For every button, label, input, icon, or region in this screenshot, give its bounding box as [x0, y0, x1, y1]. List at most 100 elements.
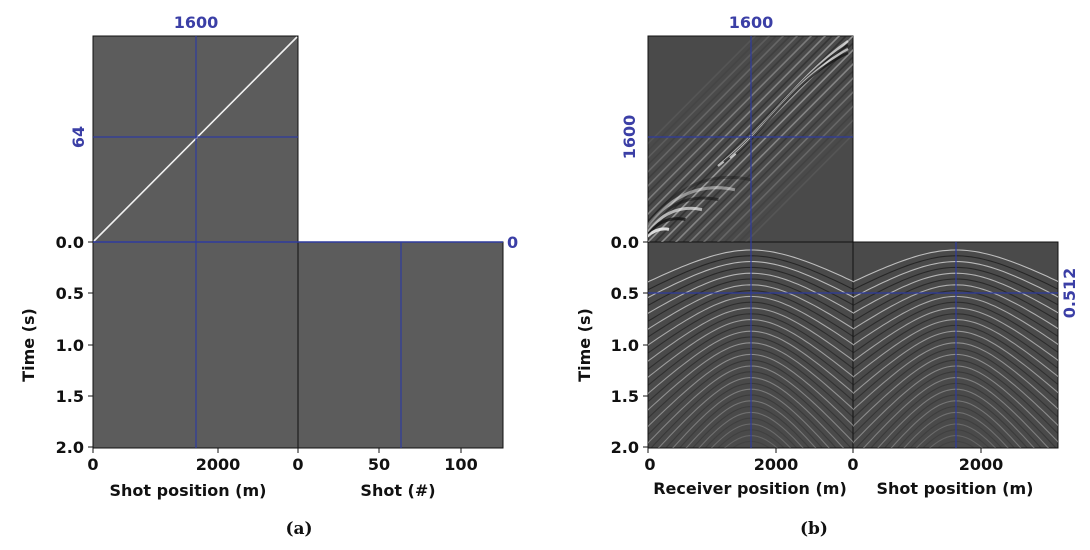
- reflection-event: [853, 255, 1058, 291]
- reflection-event: [853, 261, 1058, 299]
- reflection-event: [648, 353, 853, 428]
- reflection-event: [657, 377, 845, 448]
- panel-a-xtick-label: 100: [444, 455, 477, 474]
- reflection-event: [648, 359, 853, 436]
- panel-b-xtick-label: 2000: [959, 455, 1004, 474]
- panel-a-right-crosshair-label: 0: [507, 233, 518, 252]
- reflection-event: [648, 365, 853, 444]
- reflection-event: [648, 336, 853, 403]
- panel-b-right-crosshair-label: 0.512: [1060, 268, 1079, 319]
- reflection-event: [853, 324, 1058, 387]
- wavefield-stripe: [648, 36, 834, 222]
- wavefield-stripe: [716, 105, 853, 242]
- reflection-event: [648, 295, 853, 346]
- reflection-event: [853, 295, 1058, 346]
- wavefield-stripe: [688, 77, 853, 242]
- reflection-event: [648, 342, 853, 411]
- reflection-event: [710, 423, 792, 448]
- reflection-event: [853, 353, 1058, 428]
- wavefield-stripe: [702, 91, 853, 242]
- reflection-event: [698, 411, 804, 448]
- wavefield-stripe: [744, 133, 853, 242]
- panel-b-top-crosshair-label: 1600: [729, 13, 774, 32]
- panel-a-ytick-label: 2.0: [56, 438, 84, 457]
- panel-b-xtick-label: 0: [644, 455, 655, 474]
- reflection-event: [704, 417, 798, 448]
- reflection-event: [928, 435, 984, 448]
- wavefield-stripe: [648, 36, 827, 215]
- wavefield-stripe: [648, 36, 778, 166]
- wavefield-stripe: [648, 36, 820, 208]
- reflection-event: [648, 290, 853, 338]
- wavefield-stripe: [648, 36, 792, 180]
- wavefield-stripe: [660, 48, 853, 242]
- panel-a-ytick-label: 0.5: [56, 284, 84, 303]
- reflection-event: [691, 406, 811, 448]
- wavefield-arc: [648, 206, 703, 233]
- reflection-event: [648, 255, 853, 291]
- panel-b-xtick-label: 2000: [754, 455, 799, 474]
- reflection-event: [853, 319, 1058, 378]
- reflection-event: [648, 266, 853, 307]
- panel-a: 1600 64 0 0.0 0.5 1.0 1.5 2.0 Time (s) 0…: [19, 13, 518, 539]
- reflection-event: [648, 301, 853, 354]
- reflection-event: [853, 278, 1058, 322]
- reflection-event: [648, 307, 853, 362]
- panel-a-xtick-label: 0: [87, 455, 98, 474]
- panel-b-ytick-label: 2.0: [611, 438, 639, 457]
- reflection-event: [648, 348, 853, 419]
- reflection-event: [853, 249, 1058, 283]
- panel-b-y-axis: 0.0 0.5 1.0 1.5 2.0 Time (s): [575, 233, 648, 457]
- panel-a-ytick-label: 0.0: [56, 233, 84, 252]
- reflection-event: [877, 388, 1035, 448]
- panel-a-top-crosshair-label: 1600: [174, 13, 219, 32]
- wavefield-arc: [648, 196, 719, 231]
- reflection-event: [853, 301, 1058, 354]
- reflection-event: [853, 313, 1058, 370]
- reflection-event: [853, 330, 1058, 395]
- panel-b-ytick-label: 1.0: [611, 336, 639, 355]
- panel-a-xtick-label: 50: [368, 455, 390, 474]
- wavefield-streak: [735, 51, 849, 155]
- reflection-event: [672, 388, 830, 448]
- panel-b-caption: (b): [800, 519, 828, 539]
- reflection-event: [915, 423, 997, 448]
- wavefield-arc: [648, 175, 752, 226]
- wavefield-arc: [648, 217, 686, 235]
- wavefield-stripe: [648, 36, 764, 152]
- reflection-event: [650, 371, 852, 448]
- reflection-event: [665, 382, 837, 448]
- panel-a-ytick-label: 1.0: [56, 336, 84, 355]
- reflection-event: [648, 261, 853, 299]
- panel-b-x-axis-label-right: Shot position (m): [877, 479, 1034, 498]
- panel-a-x-axis-label-right: Shot (#): [360, 481, 435, 500]
- wavefield-stripe: [653, 41, 853, 242]
- panel-b-shot-gather: [853, 249, 1058, 448]
- reflection-event: [853, 266, 1058, 307]
- reflection-event: [903, 411, 1009, 448]
- reflection-event: [853, 365, 1058, 444]
- panel-a-x-axis-label-left: Shot position (m): [110, 481, 267, 500]
- wavefield-stripe: [648, 36, 806, 194]
- reflection-event: [853, 336, 1058, 403]
- panel-b-x-axis: 0 2000 0 2000 Receiver position (m) Shot…: [644, 448, 1033, 498]
- reflection-event: [648, 330, 853, 395]
- wavefield-arc: [648, 227, 670, 238]
- wavefield-arc: [648, 186, 736, 228]
- panel-b-left-crosshair-label: 1600: [620, 115, 639, 160]
- panel-a-ytick-label: 1.5: [56, 387, 84, 406]
- wavefield-stripe: [730, 119, 853, 242]
- reflection-event: [853, 307, 1058, 362]
- reflection-event: [896, 406, 1016, 448]
- panel-b-top-wavefield: [648, 36, 853, 242]
- reflection-event: [890, 400, 1022, 448]
- reflection-event: [648, 319, 853, 378]
- reflection-event: [855, 371, 1057, 448]
- panel-a-left-crosshair-label: 64: [69, 126, 88, 148]
- reflection-event: [862, 377, 1050, 448]
- reflection-event: [936, 440, 976, 448]
- panel-b-ytick-label: 0.0: [611, 233, 639, 252]
- reflection-event: [648, 278, 853, 322]
- reflection-event: [648, 284, 853, 330]
